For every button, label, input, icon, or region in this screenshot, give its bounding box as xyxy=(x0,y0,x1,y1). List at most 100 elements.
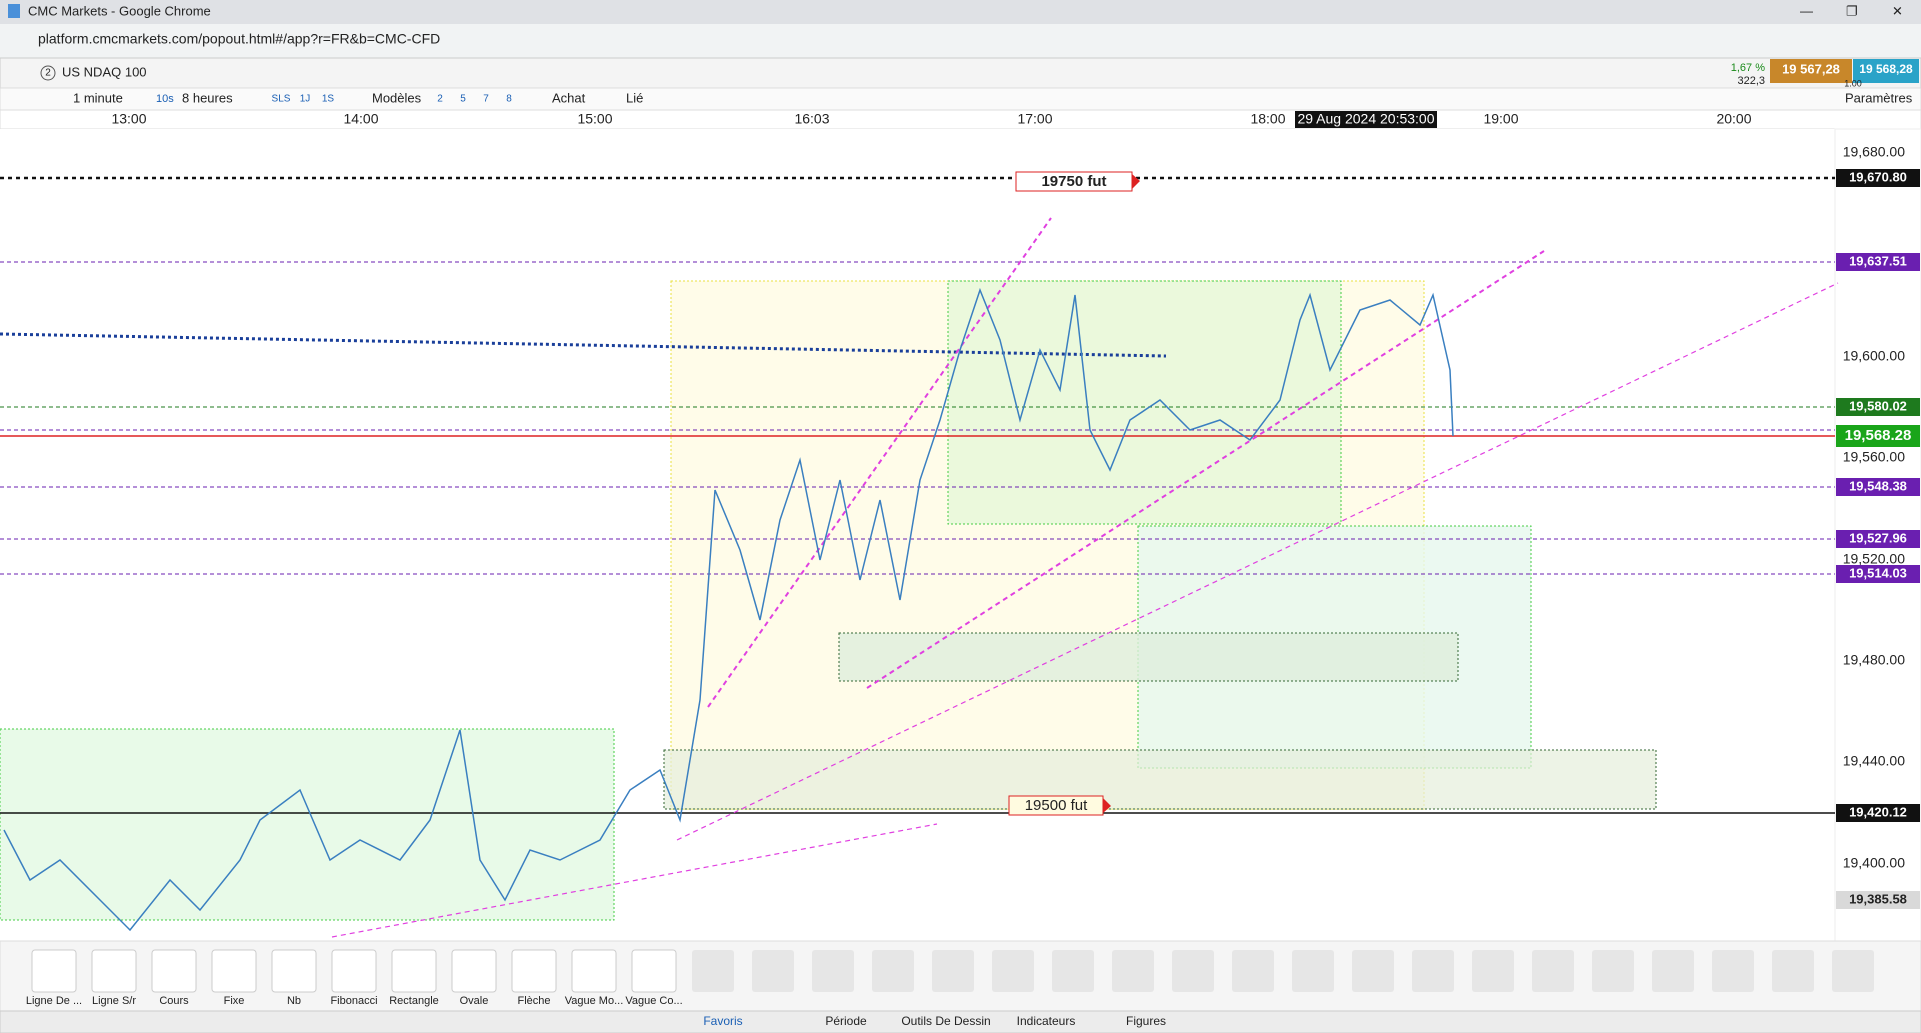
empty-slot xyxy=(1292,950,1334,992)
time-label: 19:00 xyxy=(1483,111,1518,127)
layout-number[interactable]: 7 xyxy=(483,94,489,105)
instrument-name[interactable]: US NDAQ 100 xyxy=(62,64,147,79)
price-tag xyxy=(1836,565,1920,583)
empty-slot xyxy=(1172,950,1214,992)
app-icon xyxy=(8,4,20,18)
price-tag-label: 19,385.58 xyxy=(1849,891,1907,906)
toolbar-button[interactable]: 1S xyxy=(322,94,335,105)
tool-label: Ovale xyxy=(460,995,489,1007)
annotation-arrow xyxy=(1132,174,1140,189)
tool-button[interactable] xyxy=(391,949,437,993)
price-label: 19,600.00 xyxy=(1843,348,1905,364)
price-tag-label: 19,527.96 xyxy=(1849,530,1907,545)
price-label: 19,400.00 xyxy=(1843,855,1905,871)
trend-line xyxy=(0,332,1167,358)
tab-bar xyxy=(0,57,1921,89)
zone-green xyxy=(947,280,1342,525)
spread: 1.00 xyxy=(1844,78,1862,88)
tool-label: Vague Mo... xyxy=(565,995,624,1007)
close[interactable]: ✕ xyxy=(1892,3,1903,18)
price-tag xyxy=(1836,253,1920,271)
toolbar-button[interactable]: 1J xyxy=(300,94,311,105)
price-label: 19,560.00 xyxy=(1843,449,1905,465)
empty-slot xyxy=(1232,950,1274,992)
tool-button[interactable] xyxy=(211,949,257,993)
price-tag xyxy=(1836,530,1920,548)
maximize[interactable]: ❐ xyxy=(1846,3,1858,18)
toolbar-button[interactable]: SLS xyxy=(272,94,291,105)
tool-button[interactable] xyxy=(451,949,497,993)
tool-label: Ligne S/r xyxy=(92,995,136,1007)
change-pct: 1,67 % xyxy=(1731,62,1765,74)
price-tag xyxy=(1836,169,1920,187)
time-label: 18:00 xyxy=(1250,111,1285,127)
tool-label: Flèche xyxy=(517,995,550,1007)
tool-button[interactable] xyxy=(151,949,197,993)
price-tag xyxy=(1836,478,1920,496)
bottom-tab[interactable]: Favoris xyxy=(703,1014,742,1028)
tool-button[interactable] xyxy=(331,949,377,993)
crosshair-time-bg xyxy=(1295,111,1437,128)
linked[interactable]: Lié xyxy=(626,90,643,105)
period[interactable]: 8 heures xyxy=(182,90,233,105)
badge xyxy=(40,65,56,81)
buy-button[interactable] xyxy=(1853,59,1919,83)
sell-button[interactable] xyxy=(1770,59,1852,83)
tool-button[interactable] xyxy=(631,949,677,993)
tool-label: Vague Co... xyxy=(625,995,682,1007)
time-label: 16:03 xyxy=(794,111,829,127)
price-tag xyxy=(1836,804,1920,822)
time-label: 15:00 xyxy=(577,111,612,127)
layout-number[interactable]: 5 xyxy=(460,94,466,105)
tool-label: Cours xyxy=(159,995,189,1007)
url[interactable]: platform.cmcmarkets.com/popout.html#/app… xyxy=(38,31,440,47)
speed[interactable]: 10s xyxy=(156,93,174,105)
empty-slot xyxy=(872,950,914,992)
empty-slot xyxy=(1112,950,1154,992)
channel-lines xyxy=(331,217,1839,938)
tool-label: Nb xyxy=(287,995,301,1007)
bottom-tab[interactable]: Indicateurs xyxy=(1017,1014,1076,1028)
bottom-tab[interactable]: Figures xyxy=(1126,1014,1166,1028)
price-tag xyxy=(1836,891,1920,909)
tool-button[interactable] xyxy=(31,949,77,993)
bottom-bar xyxy=(0,1010,1921,1033)
tool-button[interactable] xyxy=(511,949,557,993)
empty-slot xyxy=(1052,950,1094,992)
empty-slot xyxy=(1652,950,1694,992)
time-axis xyxy=(0,109,1921,130)
tool-button[interactable] xyxy=(91,949,137,993)
bottom-tab[interactable]: Outils De Dessin xyxy=(901,1014,990,1028)
tool-button[interactable] xyxy=(271,949,317,993)
empty-slot xyxy=(1772,950,1814,992)
time-label: 17:00 xyxy=(1017,111,1052,127)
empty-slot xyxy=(932,950,974,992)
price-trace xyxy=(3,287,1454,932)
empty-slot xyxy=(992,950,1034,992)
title-bar xyxy=(0,0,1921,24)
tool-label: Fibonacci xyxy=(330,995,377,1007)
interval[interactable]: 1 minute xyxy=(73,90,123,105)
tool-button[interactable] xyxy=(571,949,617,993)
time-label: 13:00 xyxy=(111,111,146,127)
empty-slot xyxy=(812,950,854,992)
price-tag-label: 19,580.02 xyxy=(1849,398,1907,413)
layout-number[interactable]: 8 xyxy=(506,94,512,105)
crosshair-time: 29 Aug 2024 20:53:00 xyxy=(1297,111,1434,127)
bottom-tab[interactable]: Période xyxy=(825,1014,867,1028)
badge-text: 2 xyxy=(45,68,51,79)
layout-number[interactable]: 2 xyxy=(437,94,443,105)
settings[interactable]: Paramètres xyxy=(1845,90,1913,105)
annotation: 19750 fut xyxy=(1041,173,1106,190)
price-tag xyxy=(1836,425,1920,447)
empty-slot xyxy=(1472,950,1514,992)
buy-action[interactable]: Achat xyxy=(552,90,586,105)
models[interactable]: Modèles xyxy=(372,90,422,105)
minimize[interactable]: — xyxy=(1800,3,1813,18)
empty-slot xyxy=(1352,950,1394,992)
price-tag-label: 19,420.12 xyxy=(1849,804,1907,819)
empty-slot xyxy=(1412,950,1454,992)
tool-label: Ligne De ... xyxy=(26,995,82,1007)
empty-slot xyxy=(1592,950,1634,992)
